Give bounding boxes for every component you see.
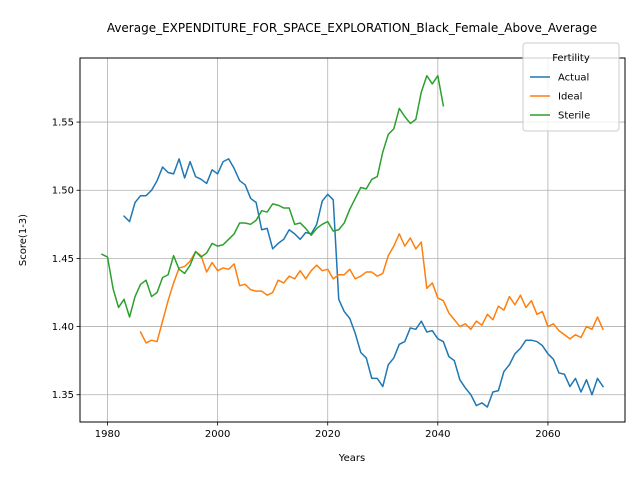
chart-title: Average_EXPENDITURE_FOR_SPACE_EXPLORATIO… xyxy=(107,21,597,35)
series-sterile xyxy=(101,74,445,318)
y-tick-label: 1.50 xyxy=(52,186,74,197)
legend-label-ideal: Ideal xyxy=(558,92,582,103)
y-axis: 1.35 1.40 1.45 1.50 1.55 xyxy=(52,118,80,401)
legend-label-actual: Actual xyxy=(558,73,589,84)
y-tick-label: 1.40 xyxy=(52,322,74,333)
x-tick-label: 2060 xyxy=(535,429,560,440)
series-ideal xyxy=(139,233,604,344)
series-actual xyxy=(122,158,605,408)
plot-frame xyxy=(79,57,626,423)
legend-item-actual: Actual xyxy=(530,73,589,84)
legend-title: Fertility xyxy=(552,53,590,64)
y-tick-label: 1.45 xyxy=(52,254,74,265)
y-tick-label: 1.55 xyxy=(52,118,74,129)
series-line-ideal xyxy=(139,233,604,344)
x-axis-label: Years xyxy=(338,453,365,464)
legend-item-ideal: Ideal xyxy=(530,92,582,103)
series-layer xyxy=(101,74,605,408)
y-tick-label: 1.35 xyxy=(52,390,74,401)
y-axis-label: Score(1-3) xyxy=(18,214,29,266)
legend-box xyxy=(522,42,620,132)
legend: Fertility Actual Ideal Sterile xyxy=(522,42,620,132)
x-tick-label: 2040 xyxy=(425,429,450,440)
x-axis: 1980 2000 2020 2040 2060 xyxy=(95,422,561,440)
x-tick-label: 2020 xyxy=(315,429,340,440)
series-line-sterile xyxy=(101,74,445,318)
x-tick-label: 1980 xyxy=(95,429,120,440)
legend-label-sterile: Sterile xyxy=(558,111,590,122)
series-line-actual xyxy=(122,158,605,408)
x-tick-label: 2000 xyxy=(205,429,230,440)
legend-item-sterile: Sterile xyxy=(530,111,590,122)
